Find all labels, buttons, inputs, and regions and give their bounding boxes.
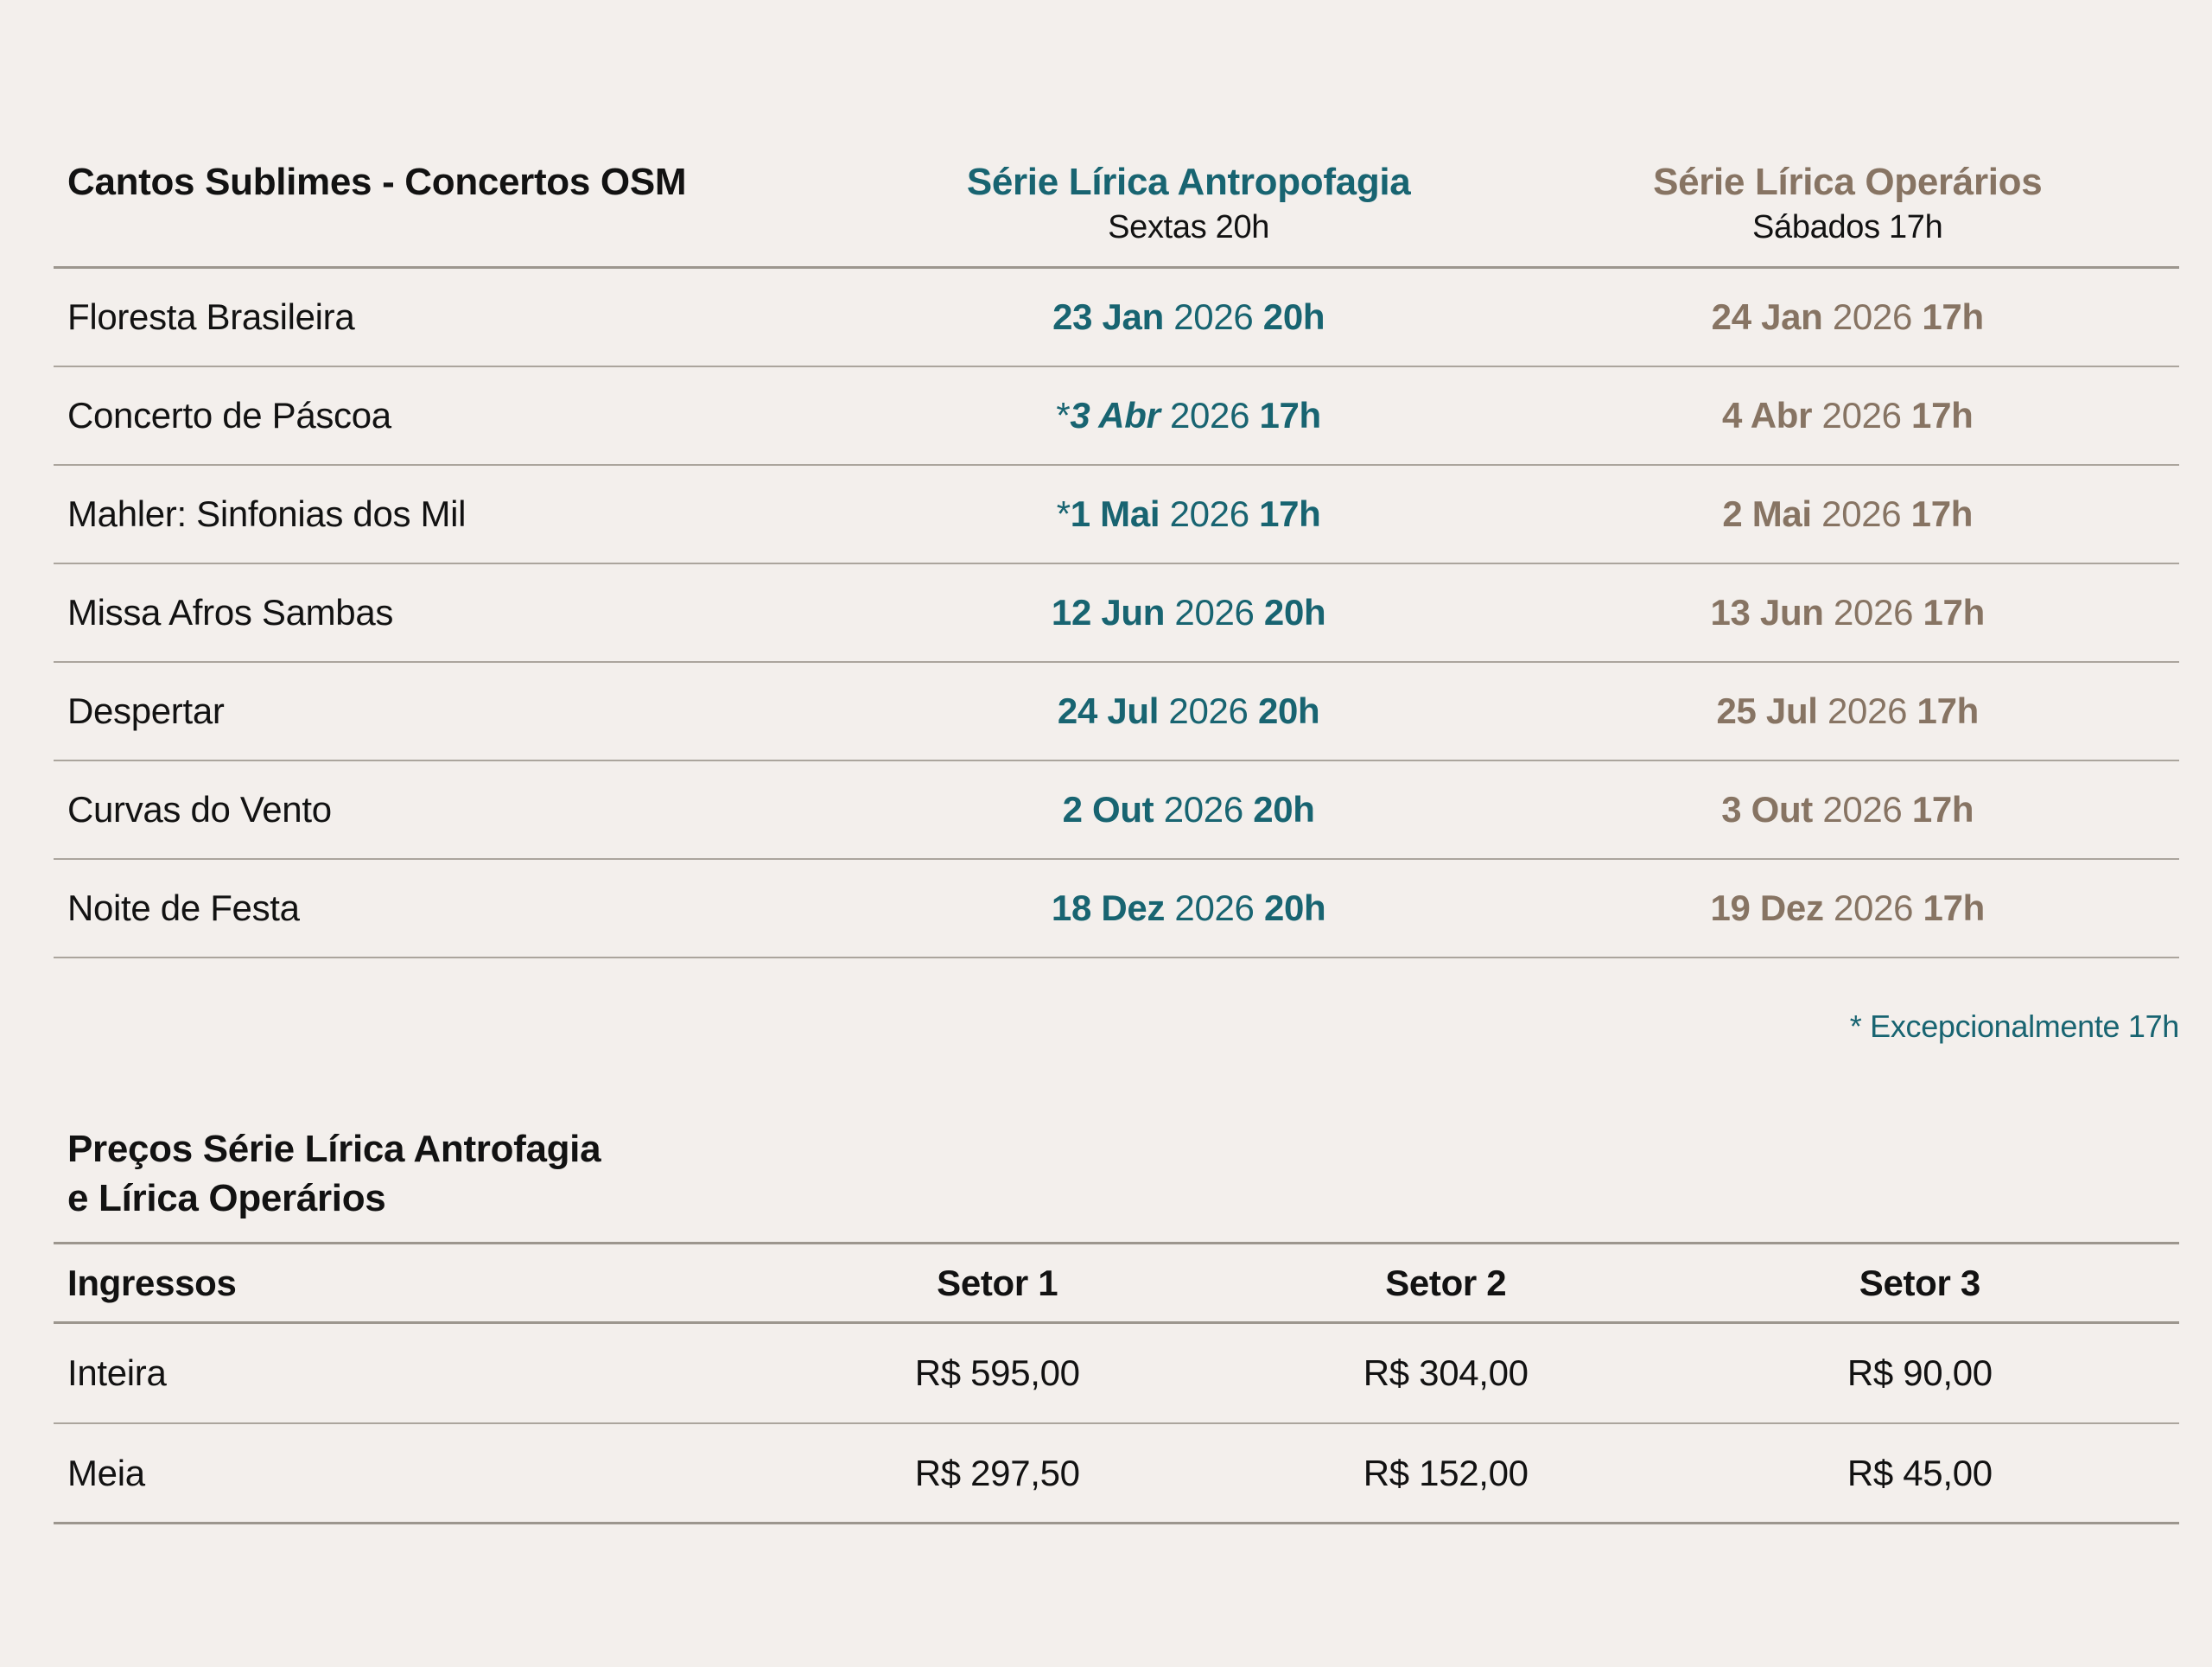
date-antropofagia: 18 Dez 2026 20h — [1051, 888, 1326, 929]
prices-title: Preços Série Lírica Antrofagia e Lírica … — [54, 1124, 2179, 1245]
program-name: Noite de Festa — [67, 888, 300, 929]
program-name: Mahler: Sinfonias dos Mil — [67, 493, 467, 535]
date-antropofagia: *1 Mai 2026 17h — [1056, 493, 1321, 535]
sector-3-header: Setor 3 — [1859, 1262, 1980, 1303]
date-operarios: 25 Jul 2026 17h — [1716, 690, 1980, 732]
price-sector-1: R$ 595,00 — [914, 1352, 1080, 1394]
footnote-exceptional-time: * Excepcionalmente 17h — [1849, 1008, 2180, 1045]
ticket-type: Meia — [67, 1452, 145, 1493]
prices-title-line2: e Lírica Operários — [67, 1177, 386, 1220]
series-operarios-header: Série Lírica Operários Sábados 17h — [1516, 162, 2179, 245]
series-antropofagia-name: Série Lírica Antropofagia — [966, 161, 1411, 203]
table-row: Noite de Festa 18 Dez 2026 20h 19 Dez 20… — [54, 860, 2179, 959]
price-sector-3: R$ 45,00 — [1847, 1452, 1993, 1493]
date-operarios: 4 Abr 2026 17h — [1721, 395, 1974, 436]
table-row: Mahler: Sinfonias dos Mil *1 Mai 2026 17… — [54, 466, 2179, 565]
schedule-header: Cantos Sublimes - Concertos OSM Série Lí… — [54, 161, 2179, 270]
page-title: Cantos Sublimes - Concertos OSM — [67, 161, 687, 203]
sector-1-header: Setor 1 — [937, 1262, 1058, 1303]
date-antropofagia: *3 Abr 2026 17h — [1056, 395, 1321, 436]
date-operarios: 19 Dez 2026 17h — [1710, 888, 1986, 929]
date-antropofagia: 12 Jun 2026 20h — [1051, 592, 1326, 633]
program-name: Missa Afros Sambas — [67, 592, 394, 633]
prices-section: Preços Série Lírica Antrofagia e Lírica … — [54, 1124, 2179, 1525]
price-sector-3: R$ 90,00 — [1847, 1352, 1993, 1394]
table-row: Despertar 24 Jul 2026 20h 25 Jul 2026 17… — [54, 663, 2179, 762]
price-sector-1: R$ 297,50 — [914, 1452, 1080, 1493]
program-name: Concerto de Páscoa — [67, 395, 391, 436]
date-operarios: 24 Jan 2026 17h — [1711, 296, 1984, 338]
date-operarios: 3 Out 2026 17h — [1721, 789, 1974, 830]
series-antropofagia-header: Série Lírica Antropofagia Sextas 20h — [861, 162, 1516, 245]
prices-header-row: Ingressos Setor 1 Setor 2 Setor 3 — [54, 1244, 2179, 1325]
tickets-column-header: Ingressos — [67, 1262, 237, 1303]
prices-title-line1: Preços Série Lírica Antrofagia — [67, 1128, 601, 1171]
price-sector-2: R$ 152,00 — [1363, 1452, 1529, 1493]
table-row: Missa Afros Sambas 12 Jun 2026 20h 13 Ju… — [54, 564, 2179, 664]
series-operarios-name: Série Lírica Operários — [1653, 161, 2043, 203]
table-row: Meia R$ 297,50 R$ 152,00 R$ 45,00 — [54, 1424, 2179, 1525]
date-operarios: 13 Jun 2026 17h — [1710, 592, 1986, 633]
sector-2-header: Setor 2 — [1385, 1262, 1507, 1303]
program-name: Curvas do Vento — [67, 789, 332, 830]
concert-schedule-page: Cantos Sublimes - Concertos OSM Série Lí… — [54, 161, 2180, 1525]
date-antropofagia: 2 Out 2026 20h — [1062, 789, 1315, 830]
table-row: Floresta Brasileira 23 Jan 2026 20h 24 J… — [54, 269, 2179, 368]
date-operarios: 2 Mai 2026 17h — [1722, 493, 1974, 535]
date-antropofagia: 23 Jan 2026 20h — [1052, 296, 1325, 338]
program-name: Despertar — [67, 690, 225, 732]
program-name: Floresta Brasileira — [67, 296, 355, 338]
table-row: Inteira R$ 595,00 R$ 304,00 R$ 90,00 — [54, 1324, 2179, 1425]
series-operarios-subtitle: Sábados 17h — [1751, 209, 1943, 246]
series-antropofagia-subtitle: Sextas 20h — [1108, 209, 1270, 246]
date-antropofagia: 24 Jul 2026 20h — [1057, 690, 1320, 732]
ticket-type: Inteira — [67, 1352, 167, 1394]
table-row: Curvas do Vento 2 Out 2026 20h 3 Out 202… — [54, 761, 2179, 861]
price-sector-2: R$ 304,00 — [1363, 1352, 1529, 1394]
table-row: Concerto de Páscoa *3 Abr 2026 17h 4 Abr… — [54, 367, 2179, 467]
